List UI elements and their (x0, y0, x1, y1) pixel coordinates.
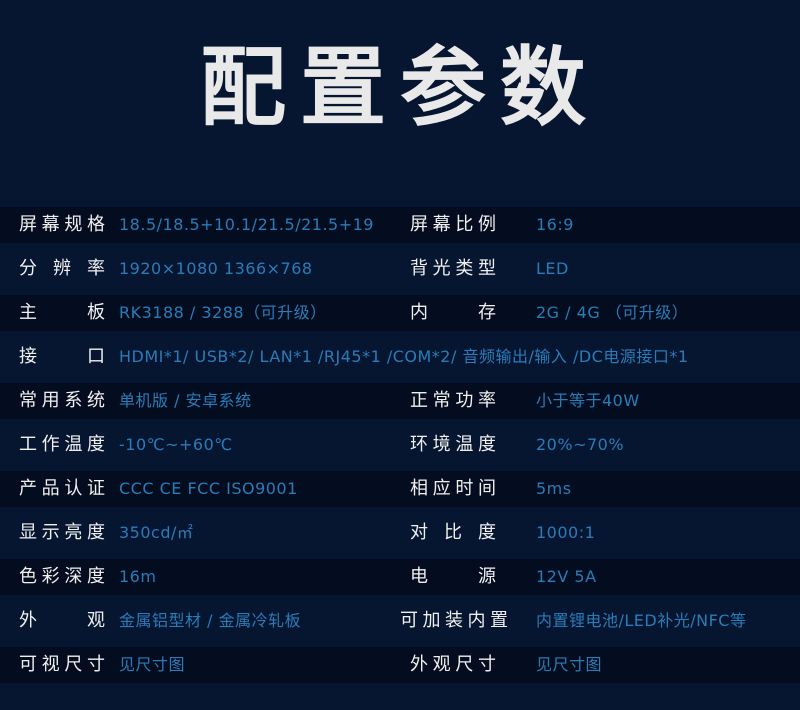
spec-value: 350cd/㎡ (119, 523, 194, 542)
spec-label: 接口 (19, 346, 105, 367)
spec-label: 可加装内置 (400, 610, 508, 631)
spec-value: 小于等于40W (536, 391, 640, 410)
spec-row: 外观 金属铝型材 / 金属冷轧板 可加装内置 内置锂电池/LED补光/NFC等 (0, 599, 800, 643)
spec-label: 工作温度 (19, 434, 105, 455)
spec-value: 16m (119, 567, 157, 586)
spec-value: 内置锂电池/LED补光/NFC等 (536, 611, 747, 630)
spec-label: 分辨率 (19, 258, 105, 279)
spec-value: 1000:1 (536, 523, 596, 542)
spec-label: 相应时间 (410, 478, 496, 499)
spec-value: 16:9 (536, 215, 574, 234)
spec-row: 分辨率 1920×1080 1366×768 背光类型 LED (0, 247, 800, 291)
spec-label: 对比度 (410, 522, 496, 543)
spec-value: 见尺寸图 (536, 655, 603, 674)
spec-label: 屏幕规格 (19, 214, 105, 235)
spec-row: 主板 RK3188 / 3288（可升级） 内存 2G / 4G （可升级） (0, 291, 800, 335)
spec-row: 工作温度 -10℃~+60℃ 环境温度 20%~70% (0, 423, 800, 467)
spec-label: 外观尺寸 (410, 654, 496, 675)
spec-row: 显示亮度 350cd/㎡ 对比度 1000:1 (0, 511, 800, 555)
spec-label: 内存 (410, 302, 496, 323)
spec-row: 产品认证 CCC CE FCC ISO9001 相应时间 5ms (0, 467, 800, 511)
spec-label: 屏幕比例 (410, 214, 496, 235)
spec-label: 显示亮度 (19, 522, 105, 543)
spec-label: 主板 (19, 302, 105, 323)
page-title: 配置参数 (200, 38, 600, 138)
spec-label: 常用系统 (19, 390, 105, 411)
spec-label: 背光类型 (410, 258, 496, 279)
spec-row: 色彩深度 16m 电源 12V 5A (0, 555, 800, 599)
spec-label: 产品认证 (19, 478, 105, 499)
spec-value: 20%~70% (536, 435, 625, 454)
spec-value: LED (536, 259, 569, 278)
spec-value: 18.5/18.5+10.1/21.5/21.5+19 (119, 215, 374, 234)
spec-value: 12V 5A (536, 567, 597, 586)
spec-row: 屏幕规格 18.5/18.5+10.1/21.5/21.5+19 屏幕比例 16:9 (0, 203, 800, 247)
spec-row: 常用系统 单机版 / 安卓系统 正常功率 小于等于40W (0, 379, 800, 423)
spec-value: 见尺寸图 (119, 655, 186, 674)
spec-row: 接口 HDMI*1/ USB*2/ LAN*1 /RJ45*1 /COM*2/ 音… (0, 335, 800, 379)
spec-table: 屏幕规格 18.5/18.5+10.1/21.5/21.5+19 屏幕比例 16:9 分… (0, 203, 800, 687)
spec-value: 金属铝型材 / 金属冷轧板 (119, 611, 302, 630)
spec-value: 5ms (536, 479, 572, 498)
spec-value: 1920×1080 1366×768 (119, 259, 313, 278)
spec-label: 色彩深度 (19, 566, 105, 587)
spec-label: 正常功率 (410, 390, 496, 411)
spec-value: RK3188 / 3288（可升级） (119, 303, 327, 322)
spec-row: 可视尺寸 见尺寸图 外观尺寸 见尺寸图 (0, 643, 800, 687)
spec-label: 外观 (19, 610, 105, 631)
spec-value: -10℃~+60℃ (119, 435, 233, 454)
spec-value: 2G / 4G （可升级） (536, 303, 689, 322)
spec-value: CCC CE FCC ISO9001 (119, 479, 298, 498)
spec-value: 单机版 / 安卓系统 (119, 391, 252, 410)
spec-value: HDMI*1/ USB*2/ LAN*1 /RJ45*1 /COM*2/ 音频输… (119, 347, 689, 366)
spec-label: 环境温度 (410, 434, 496, 455)
spec-label: 电源 (410, 566, 496, 587)
spec-label: 可视尺寸 (19, 654, 105, 675)
